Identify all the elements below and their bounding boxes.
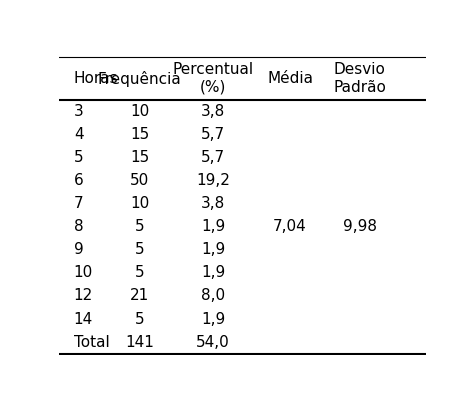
Text: 8,0: 8,0: [201, 288, 225, 304]
Text: 19,2: 19,2: [196, 173, 230, 188]
Text: 5,7: 5,7: [201, 150, 225, 165]
Text: 5: 5: [135, 312, 145, 326]
Text: 3: 3: [74, 104, 84, 119]
Text: 50: 50: [130, 173, 149, 188]
Text: 7: 7: [74, 196, 83, 211]
Text: 10: 10: [130, 104, 149, 119]
Text: 14: 14: [74, 312, 93, 326]
Text: 5: 5: [135, 219, 145, 234]
Text: 1,9: 1,9: [201, 219, 225, 234]
Text: Total: Total: [74, 334, 110, 350]
Text: 8: 8: [74, 219, 83, 234]
Text: 54,0: 54,0: [196, 334, 230, 350]
Text: 10: 10: [74, 265, 93, 280]
Text: 4: 4: [74, 127, 83, 142]
Text: 15: 15: [130, 150, 149, 165]
Text: 1,9: 1,9: [201, 312, 225, 326]
Text: 3,8: 3,8: [201, 196, 225, 211]
Text: 9: 9: [74, 242, 84, 257]
Text: 5,7: 5,7: [201, 127, 225, 142]
Text: 7,04: 7,04: [273, 219, 307, 234]
Text: 15: 15: [130, 127, 149, 142]
Text: Média: Média: [267, 71, 313, 86]
Text: 10: 10: [130, 196, 149, 211]
Text: 3,8: 3,8: [201, 104, 225, 119]
Text: 1,9: 1,9: [201, 265, 225, 280]
Text: 9,98: 9,98: [343, 219, 377, 234]
Text: 1,9: 1,9: [201, 242, 225, 257]
Text: 21: 21: [130, 288, 149, 304]
Text: Percentual
(%): Percentual (%): [173, 62, 254, 95]
Text: Horas: Horas: [74, 71, 118, 86]
Text: 6: 6: [74, 173, 84, 188]
Text: 141: 141: [125, 334, 154, 350]
Text: 12: 12: [74, 288, 93, 304]
Text: Frequência: Frequência: [98, 71, 182, 87]
Text: 5: 5: [135, 265, 145, 280]
Text: 5: 5: [135, 242, 145, 257]
Text: Desvio
Padrão: Desvio Padrão: [333, 62, 386, 95]
Text: 5: 5: [74, 150, 83, 165]
